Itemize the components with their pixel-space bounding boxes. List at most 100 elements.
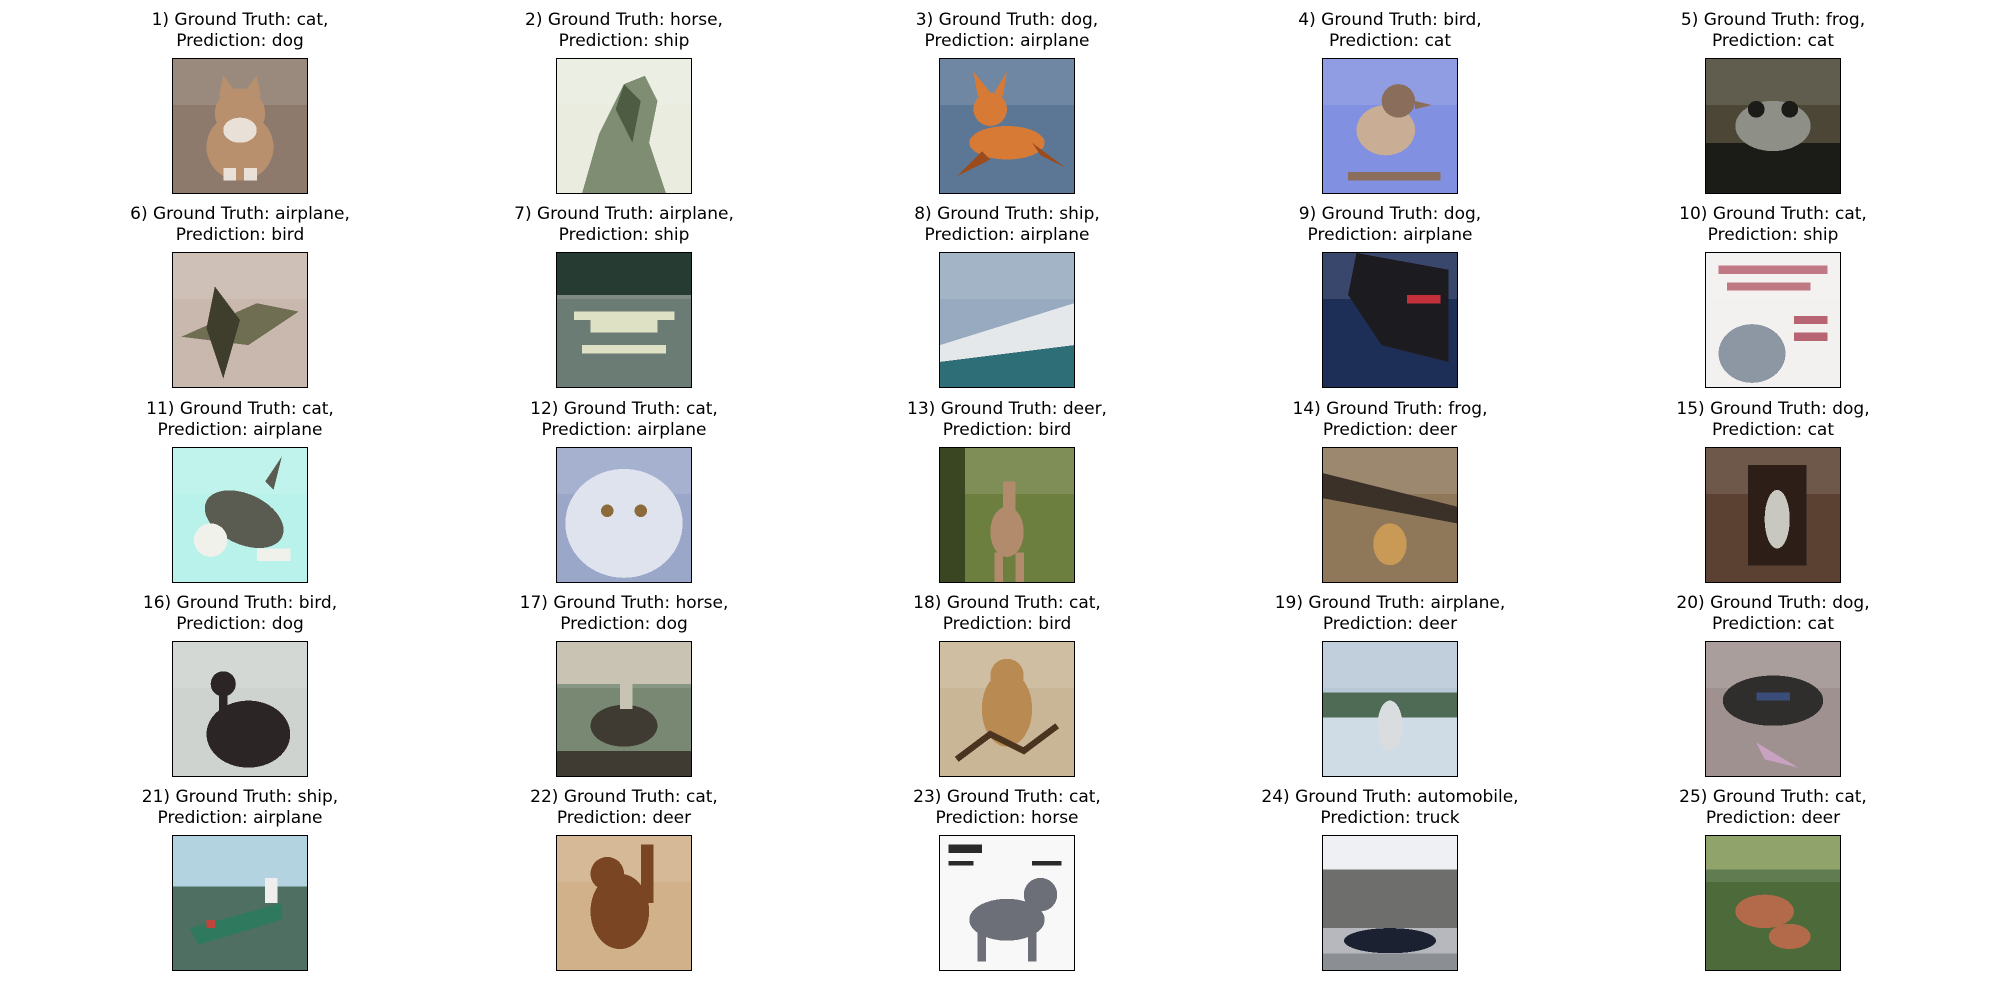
prediction-label: Prediction: airplane [924,31,1090,51]
ground-truth-label: 17) Ground Truth: horse, [434,593,814,614]
ground-truth-label: 9) Ground Truth: dog, [1200,204,1580,225]
sample-index: 6) [130,204,148,224]
sample-thumbnail [939,447,1075,583]
ground-truth-label: 14) Ground Truth: frog, [1200,399,1580,420]
sample-caption: 4) Ground Truth: bird, Prediction: cat [1200,10,1580,52]
sample-panel: 8) Ground Truth: ship, Prediction: airpla… [817,194,1197,388]
sample-panel: 22) Ground Truth: cat, Prediction: deer [434,777,814,971]
sample-index: 22) [530,787,559,807]
ground-truth-label: 12) Ground Truth: cat, [434,399,814,420]
thumbnail-subject [1706,100,1840,193]
ground-truth-label: 24) Ground Truth: automobile, [1200,787,1580,808]
sample-caption: 13) Ground Truth: deer, Prediction: bird [817,399,1197,441]
sample-thumbnail [1322,641,1458,777]
sample-caption: 6) Ground Truth: airplane, Prediction: bi… [50,204,430,246]
thumbnail-image [1706,642,1840,776]
prediction-label: Prediction: ship [558,225,690,245]
ground-truth-text: Ground Truth: ship, [937,204,1100,224]
prediction-label: Prediction: deer [1705,808,1841,828]
ground-truth-label: 11) Ground Truth: cat, [50,399,430,420]
prediction-label: Prediction: bird [942,614,1072,634]
thumbnail-subject [1722,675,1824,768]
sample-caption: 21) Ground Truth: ship, Prediction: airpl… [50,787,430,829]
sample-index: 3) [915,10,934,30]
sample-thumbnail [939,641,1075,777]
sample-panel: 7) Ground Truth: airplane, Prediction: sh… [434,194,814,388]
thumbnail-texture [940,253,1074,300]
sample-panel: 17) Ground Truth: horse, Prediction: dog [434,583,814,777]
thumbnail-image [173,836,307,970]
prediction-label: Prediction: airplane [157,808,323,828]
sample-panel: 25) Ground Truth: cat, Prediction: deer [1583,777,1963,971]
thumbnail-subject [940,303,1074,387]
sample-panel: 13) Ground Truth: deer, Prediction: bird [817,389,1197,583]
sample-thumbnail [1705,641,1841,777]
thumbnail-subject [948,844,1062,962]
sample-caption: 11) Ground Truth: cat, Prediction: airpla… [50,399,430,441]
thumbnail-image [557,642,691,776]
thumbnail-image [1323,253,1457,387]
prediction-label: Prediction: bird [942,420,1072,440]
sample-index: 25) [1679,787,1708,807]
prediction-label: Prediction: airplane [541,420,707,440]
sample-index: 2) [525,10,543,30]
sample-panel: 11) Ground Truth: cat, Prediction: airpla… [50,389,430,583]
prediction-label: Prediction: airplane [1307,225,1473,245]
sample-caption: 20) Ground Truth: dog, Prediction: cat [1583,593,1963,635]
sample-panel: 16) Ground Truth: bird, Prediction: dog [50,583,430,777]
sample-caption: 17) Ground Truth: horse, Prediction: dog [434,593,814,635]
thumbnail-image [173,253,307,387]
ground-truth-text: Ground Truth: airplane, [537,204,734,224]
sample-panel: 14) Ground Truth: frog, Prediction: deer [1200,389,1580,583]
sample-index: 16) [142,593,172,613]
ground-truth-label: 6) Ground Truth: airplane, [50,204,430,225]
ground-truth-label: 23) Ground Truth: cat, [817,787,1197,808]
thumbnail-subject [173,836,307,970]
thumbnail-image [940,448,1074,582]
ground-truth-text: Ground Truth: airplane, [1308,593,1506,613]
thumbnail-texture [1323,642,1457,689]
thumbnail-image [557,448,691,582]
prediction-label: Prediction: bird [175,225,305,245]
sample-thumbnail [172,641,308,777]
ground-truth-text: Ground Truth: cat, [946,787,1101,807]
thumbnail-image [173,59,307,193]
sample-caption: 16) Ground Truth: bird, Prediction: dog [50,593,430,635]
sample-thumbnail [556,252,692,388]
thumbnail-image [173,448,307,582]
thumbnail-subject [1348,84,1441,181]
sample-panel: 1) Ground Truth: cat, Prediction: dog [50,0,430,194]
thumbnail-subject [1718,265,1828,383]
ground-truth-text: Ground Truth: dog, [1710,399,1870,419]
thumbnail-subject [206,671,291,768]
thumbnail-image [1706,253,1840,387]
thumbnail-subject [193,456,291,562]
sample-thumbnail [1322,252,1458,388]
sample-caption: 7) Ground Truth: airplane, Prediction: sh… [434,204,814,246]
sample-panel: 20) Ground Truth: dog, Prediction: cat [1583,583,1963,777]
sample-index: 20) [1676,593,1705,613]
sample-index: 5) [1680,10,1699,30]
thumbnail-texture [173,642,307,689]
sample-index: 23) [913,787,942,807]
prediction-label: Prediction: deer [1322,614,1458,634]
thumbnail-subject [582,75,666,193]
ground-truth-text: Ground Truth: cat, [563,399,718,419]
sample-index: 13) [907,399,936,419]
thumbnail-subject [590,844,654,950]
ground-truth-label: 20) Ground Truth: dog, [1583,593,1963,614]
ground-truth-label: 13) Ground Truth: deer, [817,399,1197,420]
ground-truth-text: Ground Truth: bird, [1321,10,1482,30]
prediction-label: Prediction: airplane [157,420,323,440]
thumbnail-texture [173,253,307,300]
sample-index: 1) [151,10,170,30]
sample-thumbnail [1322,835,1458,971]
ground-truth-label: 18) Ground Truth: cat, [817,593,1197,614]
sample-panel: 12) Ground Truth: cat, Prediction: airpla… [434,389,814,583]
sample-panel: 3) Ground Truth: dog, Prediction: airplan… [817,0,1197,194]
sample-panel: 23) Ground Truth: cat, Prediction: horse [817,777,1197,971]
sample-caption: 15) Ground Truth: dog, Prediction: cat [1583,399,1963,441]
ground-truth-label: 22) Ground Truth: cat, [434,787,814,808]
sample-index: 19) [1274,593,1303,613]
ground-truth-label: 2) Ground Truth: horse, [434,10,814,31]
